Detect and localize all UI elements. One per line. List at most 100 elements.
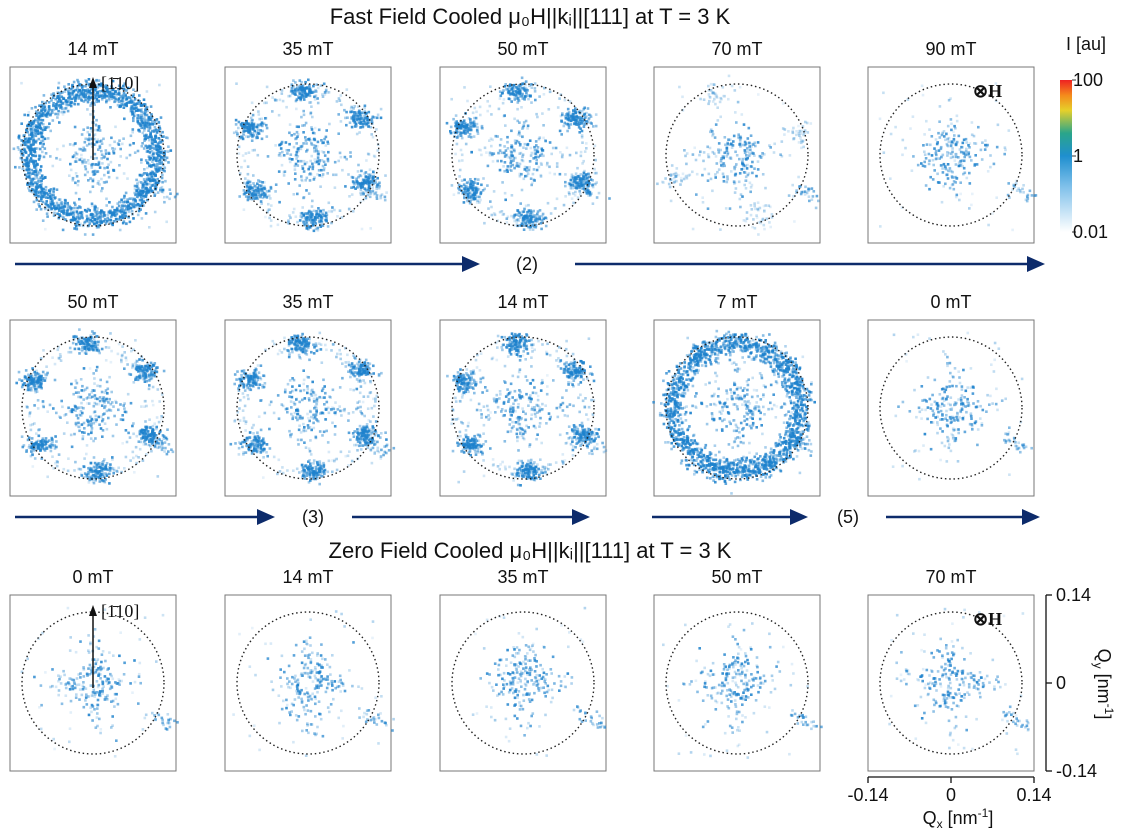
intensity-pixel (62, 229, 65, 232)
intensity-pixel (739, 206, 742, 209)
intensity-pixel (543, 93, 546, 96)
intensity-pixel (804, 121, 807, 124)
intensity-pixel (738, 158, 741, 161)
intensity-pixel (61, 206, 64, 209)
intensity-pixel (54, 379, 57, 382)
intensity-pixel (291, 158, 294, 161)
intensity-pixel (33, 164, 36, 167)
intensity-pixel (461, 179, 464, 182)
intensity-pixel (734, 191, 737, 194)
intensity-pixel (296, 135, 299, 138)
intensity-pixel (800, 147, 803, 150)
intensity-pixel (57, 105, 60, 108)
intensity-pixel (935, 150, 938, 153)
intensity-pixel (345, 124, 348, 127)
intensity-pixel (43, 156, 46, 159)
intensity-pixel (87, 343, 90, 346)
intensity-pixel (751, 208, 754, 211)
intensity-pixel (84, 233, 87, 236)
intensity-pixel (125, 192, 128, 195)
intensity-pixel (243, 208, 246, 211)
intensity-pixel (34, 151, 37, 154)
intensity-pixel (478, 149, 481, 152)
intensity-pixel (105, 204, 108, 207)
intensity-pixel (271, 96, 274, 99)
intensity-pixel (299, 92, 302, 95)
intensity-pixel (146, 150, 149, 153)
intensity-pixel (455, 120, 458, 123)
intensity-pixel (469, 127, 472, 130)
intensity-pixel (324, 93, 327, 96)
intensity-pixel (337, 132, 340, 135)
intensity-pixel (302, 131, 305, 134)
intensity-pixel (574, 107, 577, 110)
intensity-pixel (807, 188, 810, 191)
intensity-pixel (56, 188, 59, 191)
intensity-pixel (483, 222, 486, 225)
intensity-pixel (533, 179, 536, 182)
intensity-pixel (141, 201, 144, 204)
intensity-pixel (954, 127, 957, 130)
intensity-pixel (119, 215, 122, 218)
intensity-pixel (946, 151, 949, 154)
intensity-pixel (761, 152, 764, 155)
intensity-pixel (553, 173, 556, 176)
intensity-pixel (115, 94, 118, 97)
intensity-pixel (955, 153, 958, 156)
intensity-pixel (473, 117, 476, 120)
intensity-pixel (937, 181, 940, 184)
detector-panel (225, 67, 391, 243)
intensity-pixel (965, 141, 968, 144)
intensity-pixel (280, 155, 283, 158)
intensity-pixel (541, 149, 544, 152)
intensity-pixel (70, 169, 73, 172)
intensity-pixel (31, 452, 34, 455)
intensity-pixel (473, 190, 476, 193)
intensity-pixel (922, 94, 925, 97)
intensity-pixel (113, 220, 116, 223)
intensity-pixel (344, 117, 347, 120)
intensity-pixel (45, 377, 48, 380)
intensity-pixel (754, 142, 757, 145)
intensity-pixel (349, 155, 352, 158)
intensity-pixel (99, 166, 102, 169)
intensity-pixel (536, 156, 539, 159)
intensity-pixel (575, 119, 578, 122)
intensity-pixel (84, 221, 87, 224)
intensity-pixel (235, 82, 238, 85)
intensity-pixel (512, 159, 515, 162)
intensity-pixel (981, 158, 984, 161)
intensity-pixel (958, 135, 961, 138)
intensity-pixel (129, 221, 132, 224)
intensity-pixel (380, 108, 383, 111)
intensity-pixel (346, 88, 349, 91)
intensity-pixel (45, 196, 48, 199)
intensity-pixel (958, 165, 961, 168)
intensity-pixel (499, 169, 502, 172)
intensity-pixel (75, 192, 78, 195)
intensity-pixel (459, 134, 462, 137)
intensity-pixel (118, 201, 121, 204)
intensity-pixel (341, 216, 344, 219)
intensity-pixel (169, 188, 172, 191)
intensity-pixel (94, 208, 97, 211)
intensity-pixel (529, 228, 532, 231)
intensity-pixel (334, 161, 337, 164)
intensity-pixel (111, 98, 114, 101)
intensity-pixel (295, 215, 298, 218)
intensity-pixel (149, 173, 152, 176)
intensity-pixel (815, 207, 818, 210)
intensity-pixel (584, 116, 587, 119)
intensity-pixel (596, 196, 599, 199)
intensity-pixel (763, 209, 766, 212)
intensity-pixel (462, 191, 465, 194)
intensity-pixel (540, 163, 543, 166)
intensity-pixel (84, 99, 87, 102)
intensity-pixel (340, 156, 343, 159)
intensity-pixel (21, 379, 24, 382)
intensity-pixel (258, 113, 261, 116)
intensity-pixel (97, 164, 100, 167)
intensity-pixel (138, 181, 141, 184)
intensity-pixel (511, 92, 514, 95)
intensity-pixel (989, 166, 992, 169)
